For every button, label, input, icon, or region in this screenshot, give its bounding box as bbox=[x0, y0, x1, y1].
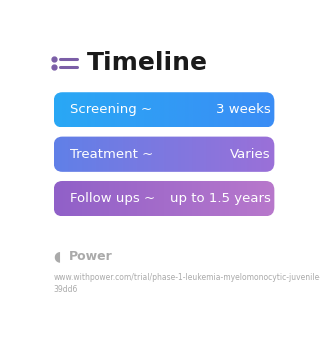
Text: Treatment ~: Treatment ~ bbox=[70, 148, 153, 161]
Text: Power: Power bbox=[68, 250, 112, 262]
Text: Varies: Varies bbox=[230, 148, 271, 161]
Text: 3 weeks: 3 weeks bbox=[216, 103, 271, 116]
Text: up to 1.5 years: up to 1.5 years bbox=[170, 192, 271, 205]
Text: Follow ups ~: Follow ups ~ bbox=[70, 192, 155, 205]
Text: Timeline: Timeline bbox=[87, 51, 208, 75]
Text: ◖: ◖ bbox=[54, 249, 61, 263]
Text: Screening ~: Screening ~ bbox=[70, 103, 152, 116]
Text: www.withpower.com/trial/phase-1-leukemia-myelomonocytic-juvenile-4-2019-
39dd6: www.withpower.com/trial/phase-1-leukemia… bbox=[54, 273, 320, 294]
